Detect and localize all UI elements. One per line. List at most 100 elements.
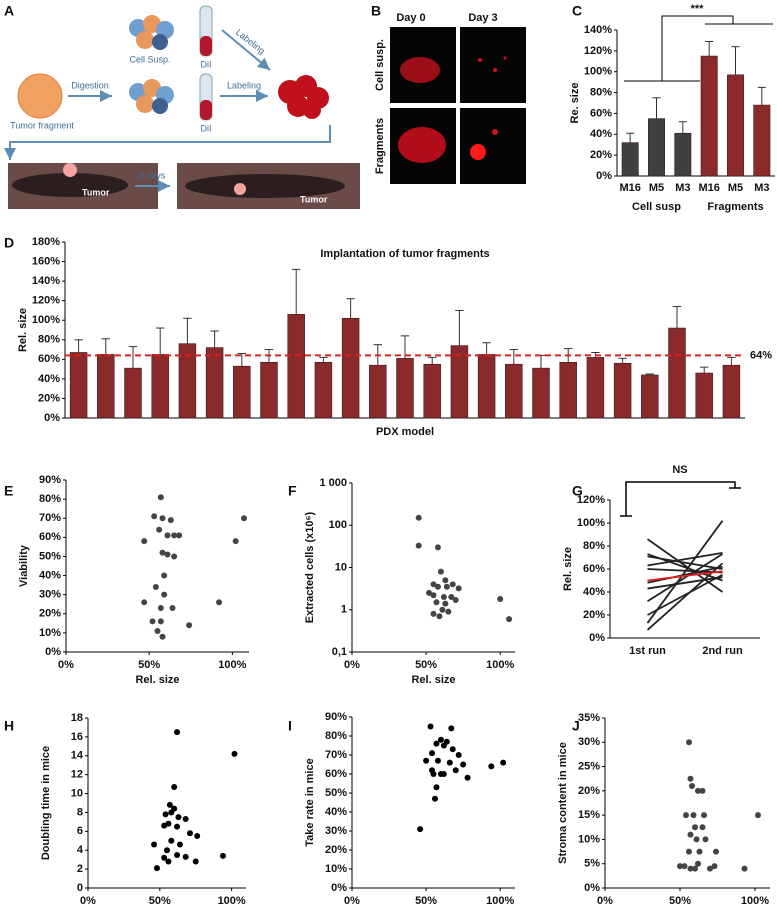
y-tick-label: 140% xyxy=(584,24,612,36)
y-tick-label: 160% xyxy=(32,255,60,267)
signal xyxy=(400,57,440,83)
bar xyxy=(450,345,469,419)
x-tick-label: 0% xyxy=(58,659,74,671)
point xyxy=(681,863,688,870)
point xyxy=(683,812,689,819)
bar xyxy=(287,314,305,419)
bar xyxy=(648,118,665,177)
point xyxy=(192,858,199,865)
point xyxy=(696,848,703,855)
point xyxy=(707,865,713,872)
point xyxy=(164,551,171,558)
point xyxy=(440,771,447,777)
x-tick-label: M5 xyxy=(649,182,664,194)
label: Tumor xyxy=(300,194,328,204)
y-tick-label: 40% xyxy=(39,569,61,581)
point xyxy=(159,549,166,556)
point xyxy=(161,591,168,598)
point xyxy=(157,494,164,501)
y-tick-label: 16 xyxy=(71,731,83,743)
x-tick-label: 0% xyxy=(344,895,360,907)
point xyxy=(182,816,189,823)
x-tick-label: M16 xyxy=(619,182,640,194)
x-axis-title: Rel. size xyxy=(411,910,455,911)
point xyxy=(464,774,471,781)
chart-title: Implantation of tumor fragments xyxy=(320,248,489,260)
x-tick-label: 0% xyxy=(80,895,96,907)
point xyxy=(161,572,168,579)
point xyxy=(186,830,193,837)
x-tick-label: 50% xyxy=(415,659,437,671)
point xyxy=(232,538,239,545)
point xyxy=(157,618,164,625)
point xyxy=(677,863,683,870)
y-tick-label: 60% xyxy=(583,563,605,575)
point xyxy=(755,812,761,819)
x-axis-title: Rel. size xyxy=(145,910,189,911)
point xyxy=(443,583,450,590)
y-tick-label: 10% xyxy=(578,833,600,845)
panel-label: C xyxy=(572,3,582,19)
panel-a: Cell Susp. DiI Labeling Tumor fragment D… xyxy=(4,5,360,209)
cell-cluster xyxy=(129,15,174,50)
signal xyxy=(470,144,486,160)
x-axis-title: PDX model xyxy=(376,426,434,438)
point xyxy=(434,757,441,764)
y-tick-label: 10 xyxy=(335,561,347,573)
y-tick-label: 60% xyxy=(325,768,347,780)
point xyxy=(687,865,694,872)
column-label: Day 0 xyxy=(396,12,425,24)
y-tick-label: 0% xyxy=(44,412,60,424)
point xyxy=(713,848,719,855)
point xyxy=(695,860,701,867)
label: 3 days xyxy=(139,170,166,180)
bar xyxy=(341,317,360,419)
y-tick-label: 10% xyxy=(325,863,347,875)
point xyxy=(497,595,504,602)
y-tick-label: 6 xyxy=(77,825,83,837)
point xyxy=(174,729,181,736)
point xyxy=(174,823,181,830)
point xyxy=(164,532,171,539)
x-tick-label: 100% xyxy=(741,895,769,907)
point xyxy=(711,863,718,870)
x-tick-label: 0% xyxy=(597,895,613,907)
annotation: *** xyxy=(691,3,705,15)
y-tick-label: 100% xyxy=(577,517,605,529)
point xyxy=(445,608,452,615)
y-tick-label: 100% xyxy=(584,66,612,78)
point xyxy=(175,814,182,821)
point xyxy=(168,837,175,844)
y-axis-title: Re. size xyxy=(569,83,581,124)
point xyxy=(231,750,238,757)
x-tick-label: 100% xyxy=(218,895,246,907)
point xyxy=(741,865,748,872)
point xyxy=(430,581,437,588)
series-line xyxy=(646,562,724,631)
y-tick-label: 120% xyxy=(577,494,605,506)
bar xyxy=(477,354,496,419)
signal xyxy=(503,56,507,60)
panel-label: E xyxy=(4,483,13,499)
x-tick-label: 100% xyxy=(486,659,514,671)
x-tick-label: M5 xyxy=(728,182,743,194)
group-label: Cell susp xyxy=(632,201,681,213)
x-tick-label: 100% xyxy=(486,895,514,907)
x-tick-label: 50% xyxy=(415,895,437,907)
x-tick-label: 50% xyxy=(138,659,160,671)
point xyxy=(436,613,443,620)
y-tick-label: 1 000 xyxy=(319,477,347,489)
x-axis-title: Rel. size xyxy=(411,674,455,686)
y-tick-label: 100 xyxy=(329,519,347,531)
series-line xyxy=(647,565,723,584)
y-tick-label: 40% xyxy=(590,128,612,140)
tumor-spot xyxy=(234,183,246,195)
y-tick-label: 180% xyxy=(32,236,60,248)
series-line xyxy=(647,555,723,570)
y-tick-label: 0,1 xyxy=(332,646,347,658)
y-tick-label: 80% xyxy=(325,730,347,742)
y-tick-label: 14 xyxy=(71,750,84,762)
point xyxy=(430,592,437,599)
point xyxy=(433,740,440,747)
y-tick-label: 0% xyxy=(589,632,605,644)
